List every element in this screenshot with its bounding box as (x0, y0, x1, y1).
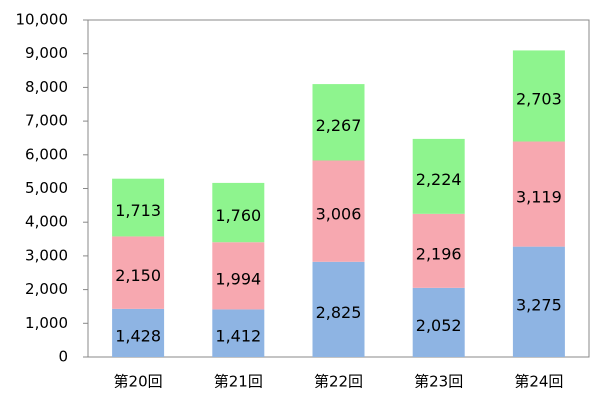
value-label: 1,428 (115, 326, 161, 345)
y-tick-label: 0 (58, 348, 68, 366)
y-tick-label: 6,000 (25, 145, 68, 163)
x-tick-label: 第24回 (514, 373, 563, 391)
bar-segment (312, 84, 365, 161)
y-tick-label: 10,000 (16, 11, 69, 29)
bar-segment (412, 287, 465, 357)
y-tick-label: 1,000 (25, 314, 68, 332)
x-tick-label: 第22回 (314, 373, 363, 391)
bar-segment (412, 138, 465, 214)
value-label: 1,760 (215, 206, 261, 225)
value-label: 3,006 (316, 205, 362, 224)
bar-segment (412, 213, 465, 288)
bar-segment (112, 178, 165, 237)
value-label: 2,267 (316, 116, 362, 135)
y-tick-label: 5,000 (25, 179, 68, 197)
value-label: 2,224 (416, 170, 462, 189)
value-label: 1,994 (215, 269, 261, 288)
x-tick-label: 第20回 (114, 373, 163, 391)
y-tick-label: 9,000 (25, 44, 68, 62)
value-label: 2,052 (416, 316, 462, 335)
bar-segment (112, 236, 165, 309)
value-label: 2,825 (316, 303, 362, 322)
y-tick-label: 7,000 (25, 112, 68, 130)
value-label: 2,196 (416, 244, 462, 263)
bar-segment (212, 242, 265, 310)
bar-segment (312, 261, 365, 357)
value-label: 3,119 (516, 188, 562, 207)
bar-segment (512, 50, 565, 142)
y-tick-label: 2,000 (25, 280, 68, 298)
bar-segment (512, 246, 565, 357)
x-tick-label: 第21回 (214, 373, 263, 391)
value-label: 2,703 (516, 89, 562, 108)
bar-segment (312, 160, 365, 262)
value-label: 2,150 (115, 266, 161, 285)
value-label: 1,713 (115, 201, 161, 220)
bar-segment (212, 182, 265, 243)
value-label: 1,412 (215, 327, 261, 346)
y-tick-label: 4,000 (25, 213, 68, 231)
y-tick-label: 8,000 (25, 78, 68, 96)
x-tick-label: 第23回 (414, 373, 463, 391)
bar-segment (112, 308, 165, 357)
bar-segment (212, 309, 265, 357)
bar-segment (512, 141, 565, 247)
y-tick-label: 3,000 (25, 246, 68, 264)
value-label: 3,275 (516, 295, 562, 314)
